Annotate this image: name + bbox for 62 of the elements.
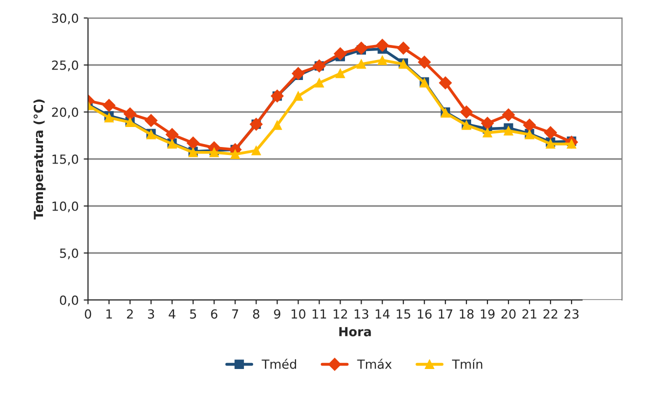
x-tick-label: 7	[232, 309, 238, 319]
point	[314, 78, 324, 88]
point	[124, 107, 136, 120]
point	[376, 38, 389, 52]
point	[102, 99, 116, 112]
point	[418, 56, 431, 69]
x-tick-label: 11	[312, 309, 326, 319]
x-tick-label: 20	[501, 309, 516, 319]
y-tick-label: 10,0	[52, 201, 78, 212]
x-tick-label: 1	[106, 309, 112, 319]
point	[504, 126, 514, 136]
x-tick-label: 4	[168, 309, 176, 319]
point	[334, 47, 347, 60]
legend-label: Tmáx	[357, 358, 392, 369]
point	[252, 146, 261, 156]
x-tick-label: 17	[438, 309, 452, 319]
x-tick-label: 9	[274, 309, 280, 319]
y-tick-label: 30,0	[52, 13, 78, 24]
x-tick-label: 5	[190, 309, 196, 319]
x-tick-label: 3	[148, 309, 154, 319]
x-tick-label: 6	[211, 309, 218, 319]
point	[230, 150, 240, 159]
point	[502, 108, 515, 122]
point	[336, 68, 345, 78]
point	[294, 91, 303, 101]
x-tick-label: 12	[334, 309, 347, 319]
point	[438, 76, 452, 90]
x-axis-title: Hora	[339, 327, 371, 336]
x-tick-label: 23	[564, 309, 578, 319]
x-tick-label: 18	[460, 309, 474, 319]
point	[356, 59, 366, 69]
y-tick-label: 5,0	[60, 248, 78, 260]
point	[378, 56, 388, 65]
y-tick-label: 15,0	[52, 154, 78, 166]
x-tick-label: 10	[292, 309, 306, 319]
y-axis-title: Temperatura (°C)	[34, 100, 46, 220]
x-tick-label: 0	[84, 309, 92, 319]
y-tick-label: 25,0	[52, 60, 78, 72]
point	[396, 42, 410, 54]
legend-label: Tmín	[452, 358, 482, 369]
x-tick-label: 14	[376, 309, 390, 319]
point	[544, 126, 557, 140]
point	[523, 118, 536, 132]
point	[354, 42, 368, 54]
point	[481, 116, 494, 130]
x-tick-label: 21	[522, 309, 536, 319]
y-tick-label: 0,0	[60, 295, 78, 306]
legend-label: Tméd	[262, 358, 296, 369]
x-tick-label: 15	[396, 309, 410, 319]
x-tick-label: 13	[354, 309, 368, 319]
x-tick-label: 8	[253, 309, 260, 319]
x-tick-label: 19	[480, 309, 495, 319]
x-tick-label: 2	[126, 309, 133, 319]
point	[186, 136, 200, 150]
x-tick-label: 16	[418, 309, 432, 319]
y-tick-label: 20,0	[52, 107, 78, 118]
point	[272, 120, 282, 130]
point	[482, 128, 492, 138]
point	[460, 106, 473, 118]
point	[144, 114, 158, 127]
x-tick-label: 22	[543, 309, 558, 319]
point	[166, 128, 179, 141]
